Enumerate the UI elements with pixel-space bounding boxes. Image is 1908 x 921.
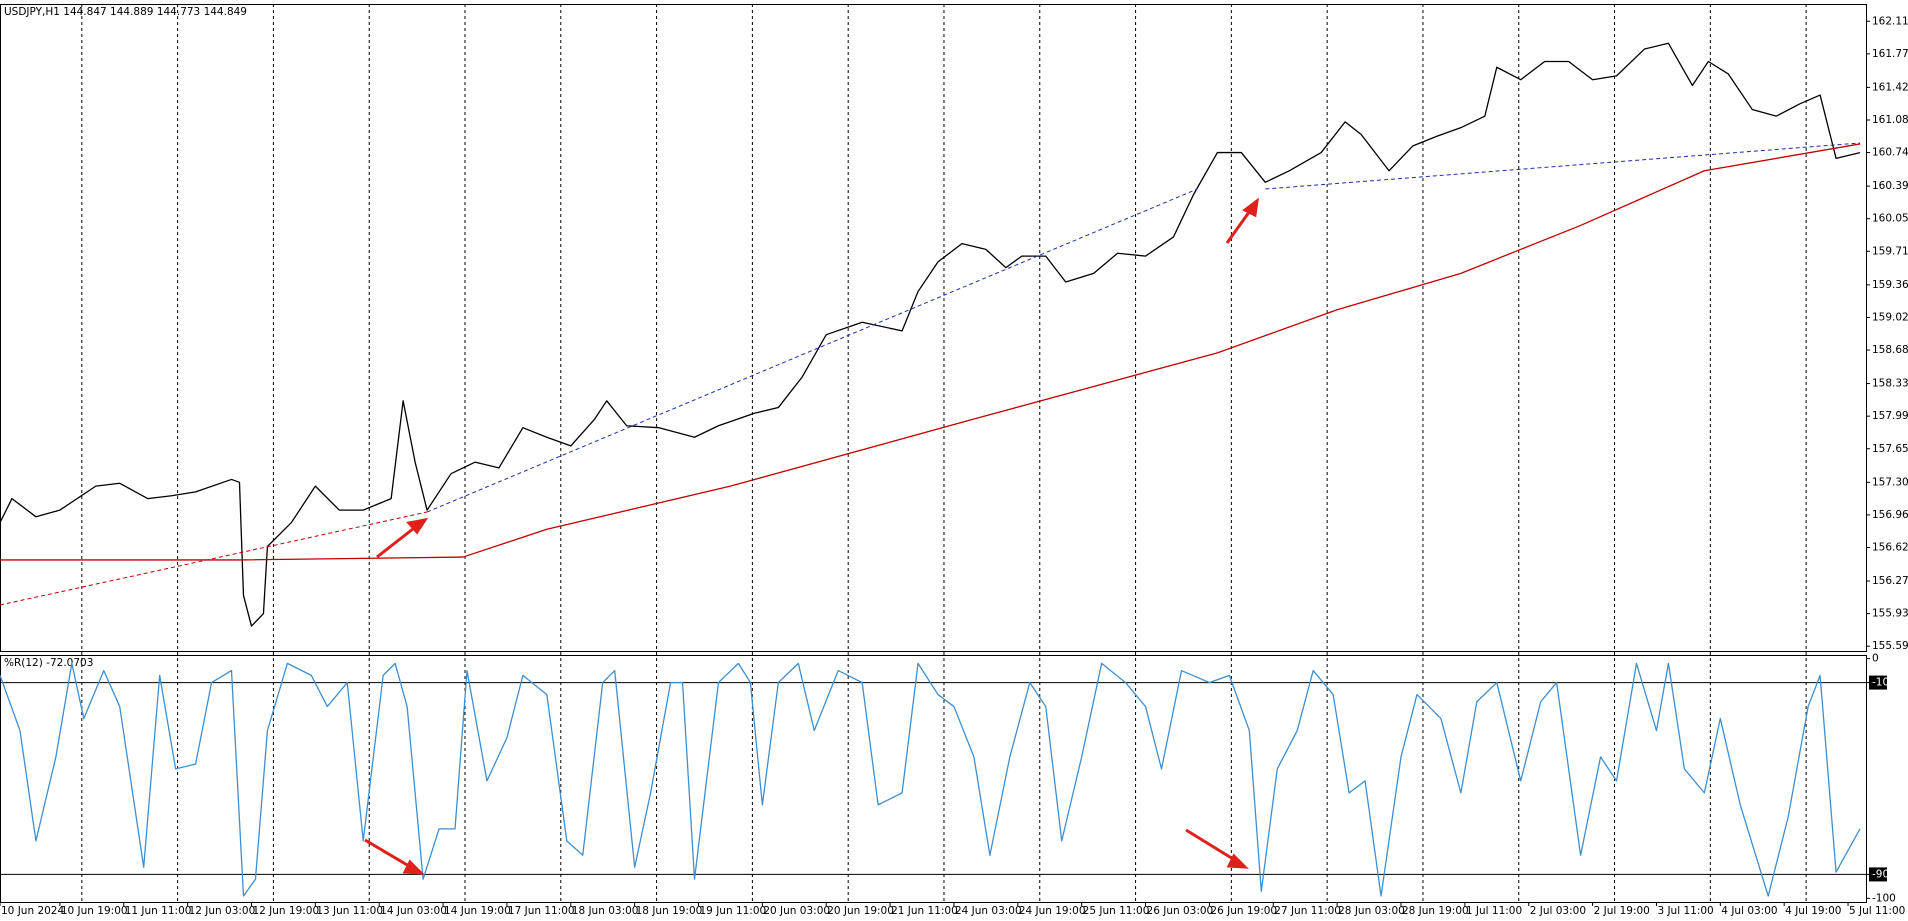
y-tick-label: 156.270	[1872, 575, 1908, 587]
trend-line	[1265, 142, 1861, 190]
annotation-arrows	[364, 197, 1259, 875]
x-tick-label: 11 Jun 11:00	[125, 905, 192, 917]
y-tick-label: 161.080	[1872, 114, 1908, 126]
x-tick-label: 10 Jun 2024	[1, 905, 64, 917]
x-tick-label: 18 Jun 19:00	[636, 905, 703, 917]
y-tick-label: 156.960	[1872, 509, 1908, 521]
x-tick-label: 4 Jul 19:00	[1785, 905, 1841, 917]
x-tick-label: 26 Jun 03:00	[1147, 905, 1214, 917]
arrow	[1185, 828, 1239, 864]
y-tick-label: 155.930	[1872, 608, 1908, 620]
y-tick-label: 160.740	[1872, 147, 1908, 159]
panel-frame	[0, 4, 1867, 652]
arrow	[1225, 207, 1254, 244]
x-tick-label: 1 Jul 11:00	[1466, 905, 1522, 917]
y-tick-label: -10	[1872, 677, 1889, 689]
x-tick-label: 26 Jun 19:00	[1210, 905, 1277, 917]
y-tick-label: 155.590	[1872, 640, 1908, 652]
y-tick-label: 158.680	[1872, 344, 1908, 356]
y-tick-label: 156.620	[1872, 541, 1908, 553]
x-tick-label: 14 Jun 03:00	[380, 905, 447, 917]
y-tick-box	[1869, 675, 1887, 690]
x-tick-label: 3 Jul 11:00	[1657, 905, 1713, 917]
y-tick-label: 159.710	[1872, 245, 1908, 257]
y-tick-label: 157.650	[1872, 443, 1908, 455]
series-line	[0, 662, 1861, 897]
y-tick-label: 161.770	[1872, 48, 1908, 60]
x-tick-label: 17 Jun 11:00	[508, 905, 575, 917]
x-tick-label: 19 Jun 11:00	[700, 905, 767, 917]
plot-layer: USDJPY,H1 144.847 144.889 144.773 144.84…	[0, 4, 1908, 917]
x-tick-label: 20 Jun 19:00	[827, 905, 894, 917]
x-tick-label: 13 Jun 11:00	[316, 905, 383, 917]
x-tick-label: 20 Jun 03:00	[763, 905, 830, 917]
series-line	[0, 42, 1861, 627]
x-tick-label: 5 Jul 11:00	[1849, 905, 1905, 917]
x-tick-label: 24 Jun 19:00	[1019, 905, 1086, 917]
arrow-head	[1226, 853, 1249, 869]
x-tick-label: 14 Jun 19:00	[444, 905, 511, 917]
y-tick-label: 157.300	[1872, 476, 1908, 488]
y-tick-label: 159.360	[1872, 279, 1908, 291]
series-line	[0, 143, 1861, 561]
y-tick-label: 162.110	[1872, 15, 1908, 27]
y-tick-label: 158.330	[1872, 378, 1908, 390]
arrow	[376, 523, 419, 559]
y-tick-label: 157.990	[1872, 410, 1908, 422]
x-tick-label: 2 Jul 03:00	[1530, 905, 1586, 917]
y-tick-label: -90	[1872, 868, 1889, 880]
panel-title: %R(12) -72.0703	[4, 657, 93, 669]
arrow-head	[406, 517, 429, 535]
y-tick-label: 161.420	[1872, 81, 1908, 93]
x-tick-label: 24 Jun 03:00	[955, 905, 1022, 917]
x-tick-label: 28 Jun 19:00	[1402, 905, 1469, 917]
y-tick-box	[1869, 867, 1887, 882]
trend-line	[426, 188, 1198, 513]
x-tick-label: 4 Jul 03:00	[1721, 905, 1777, 917]
x-tick-label: 25 Jun 11:00	[1083, 905, 1150, 917]
x-tick-label: 27 Jun 11:00	[1274, 905, 1341, 917]
y-tick-label: 159.020	[1872, 311, 1908, 323]
y-tick-label: -100	[1872, 892, 1896, 904]
arrow	[364, 838, 415, 871]
x-tick-label: 2 Jul 19:00	[1594, 905, 1650, 917]
x-tick-label: 10 Jun 19:00	[61, 905, 128, 917]
arrow-head	[402, 859, 425, 875]
y-tick-label: 0	[1872, 653, 1879, 665]
arrow-head	[1242, 197, 1259, 218]
trend-line	[0, 511, 428, 606]
x-tick-label: 21 Jun 11:00	[891, 905, 958, 917]
panel-frame	[0, 655, 1867, 903]
x-tick-label: 18 Jun 03:00	[572, 905, 639, 917]
x-tick-label: 12 Jun 19:00	[252, 905, 319, 917]
y-tick-label: 160.050	[1872, 213, 1908, 225]
y-tick-label: 160.390	[1872, 180, 1908, 192]
x-tick-label: 12 Jun 03:00	[189, 905, 256, 917]
panel-title: USDJPY,H1 144.847 144.889 144.773 144.84…	[4, 6, 247, 18]
x-tick-label: 28 Jun 03:00	[1338, 905, 1405, 917]
